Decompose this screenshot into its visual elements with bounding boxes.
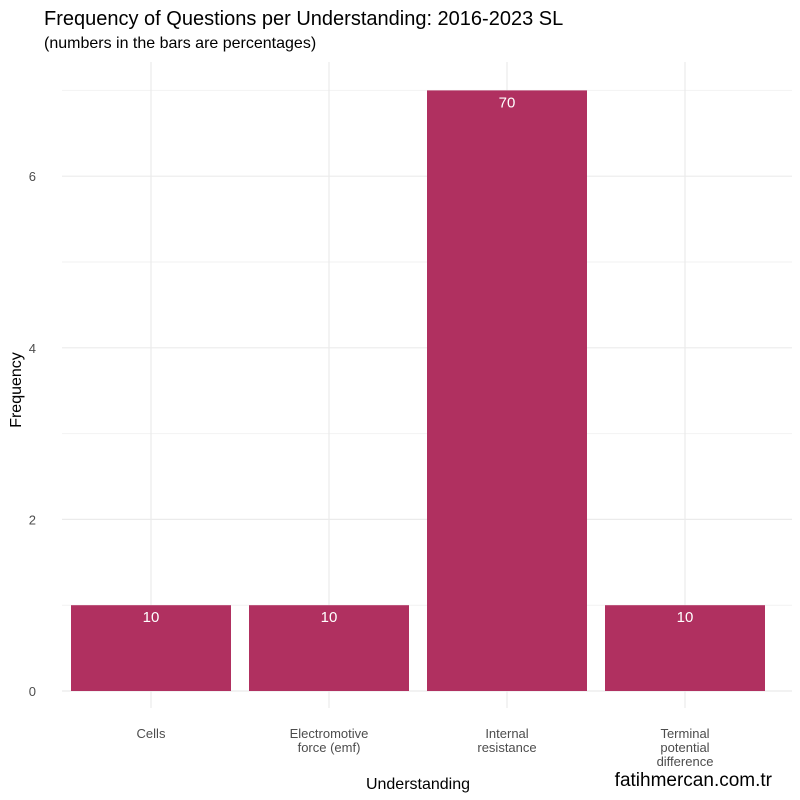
bar-label: 70	[499, 94, 516, 111]
x-tick-label: Internal	[485, 726, 528, 741]
x-tick-label: potential	[660, 740, 709, 755]
x-tick-label: resistance	[477, 740, 536, 755]
y-tick-label: 6	[29, 169, 36, 184]
y-tick-label: 2	[29, 512, 36, 527]
bar	[427, 90, 587, 691]
x-axis-title: Understanding	[366, 776, 470, 793]
bar-label: 10	[677, 609, 694, 626]
bar	[71, 605, 231, 691]
bar	[249, 605, 409, 691]
y-axis-title: Frequency	[8, 352, 25, 428]
chart-title: Frequency of Questions per Understanding…	[44, 8, 564, 30]
y-tick-label: 4	[29, 341, 36, 356]
y-tick-label: 0	[29, 684, 36, 699]
x-tick-label: Electromotive	[290, 726, 369, 741]
x-tick-label: difference	[657, 754, 714, 769]
bar-label: 10	[321, 609, 338, 626]
x-tick-label: Cells	[137, 726, 166, 741]
bar-label: 10	[143, 609, 160, 626]
credit-text: fatihmercan.com.tr	[614, 770, 772, 791]
x-tick-label: force (emf)	[298, 740, 361, 755]
x-tick-label: Terminal	[660, 726, 709, 741]
chart-subtitle: (numbers in the bars are percentages)	[44, 35, 317, 52]
bar	[605, 605, 765, 691]
